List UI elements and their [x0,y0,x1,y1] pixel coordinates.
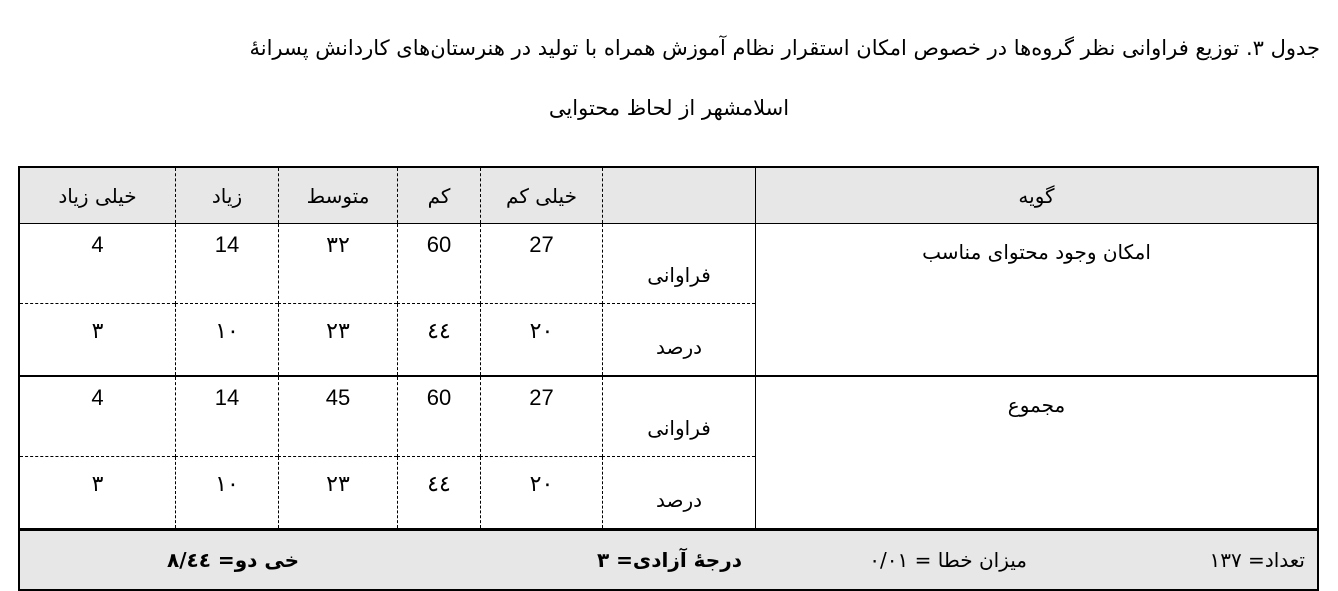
header-blank [602,167,756,224]
cell: ٤٤ [397,303,481,377]
header-item: گویه [755,167,1318,224]
cell: 60 [397,376,481,457]
header-medium: متوسط [278,167,398,224]
table-row: درصد ۲۰ ٤٤ ۲۳ ۱۰ ۳ [19,303,1318,377]
footer-chi-square: خی دو= ۸/٤٤ [167,548,299,572]
cell: 4 [19,376,176,457]
table-caption-line1: جدول ۳. توزیع فراوانی نظر گروه‌ها در خصو… [249,36,1320,60]
footer-cell: تعداد= ۱۳۷ میزان خطا = ۰/۰۱ درجهٔ آزادی=… [19,528,1318,590]
table-row: مجموع فراوانی 27 60 45 14 4 [19,376,1318,530]
cell: ۱۰ [175,303,279,377]
cell: 4 [19,223,176,304]
header-row: گویه خیلی کم کم متوسط زیاد خیلی زیاد [19,167,1318,224]
footer-df: درجهٔ آزادی= ۳ [596,548,742,572]
cell: 45 [278,376,398,457]
cell: 27 [480,223,603,304]
row-label: فراوانی [602,376,756,457]
cell: ۲۰ [480,456,603,530]
cell: ۳۲ [278,223,398,304]
cell: ۱۰ [175,456,279,530]
cell: ۲۰ [480,303,603,377]
footer-row: تعداد= ۱۳۷ میزان خطا = ۰/۰۱ درجهٔ آزادی=… [19,528,1318,590]
frequency-table: گویه خیلی کم کم متوسط زیاد خیلی زیاد امک… [18,166,1319,591]
table-row: درصد ۲۰ ٤٤ ۲۳ ۱۰ ۳ [19,456,1318,530]
row-label: فراوانی [602,223,756,304]
cell: ۳ [19,456,176,530]
header-very-high: خیلی زیاد [19,167,176,224]
header-low: کم [397,167,481,224]
cell: ٤٤ [397,456,481,530]
item-cell: مجموع [755,376,1318,530]
footer-count: تعداد= ۱۳۷ [1209,548,1305,572]
header-high: زیاد [175,167,279,224]
item-cell: امکان وجود محتوای مناسب [755,223,1318,377]
cell: ۲۳ [278,456,398,530]
cell: 60 [397,223,481,304]
footer-error: میزان خطا = ۰/۰۱ [869,548,1027,572]
cell: 14 [175,223,279,304]
header-very-low: خیلی کم [480,167,603,224]
cell: ۲۳ [278,303,398,377]
cell: 14 [175,376,279,457]
table-row: امکان وجود محتوای مناسب فراوانی 27 60 ۳۲… [19,223,1318,377]
row-label: درصد [602,303,756,377]
cell: 27 [480,376,603,457]
table-caption-line2: اسلامشهر از لحاظ محتوایی [548,96,790,120]
cell: ۳ [19,303,176,377]
row-label: درصد [602,456,756,530]
